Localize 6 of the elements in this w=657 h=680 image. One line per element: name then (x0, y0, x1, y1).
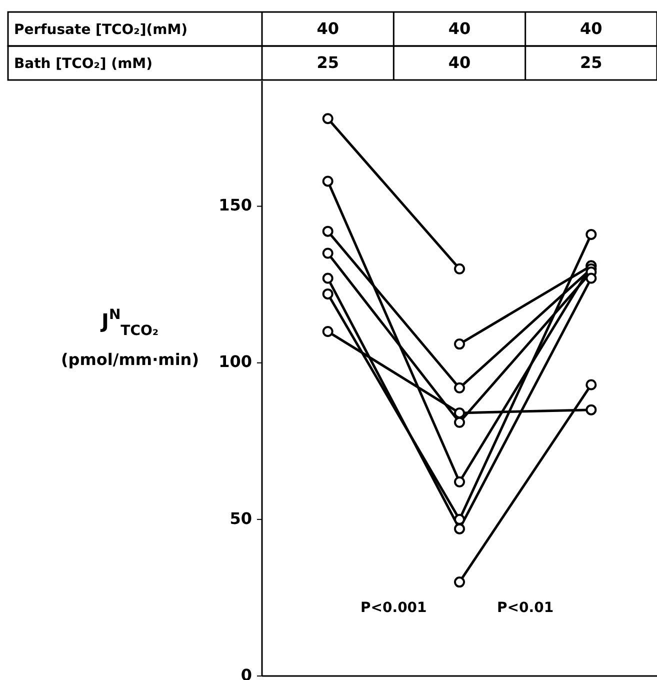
y-tick-label: 150 (218, 196, 252, 215)
annotation: P<0.001 (360, 600, 427, 616)
y-tick-label: 50 (230, 508, 252, 528)
annotation: P<0.01 (497, 600, 554, 616)
y-tick-label: 100 (218, 352, 252, 372)
condition-table: Perfusate [TCO₂](mM) 40 40 40 Bath [TCO₂] (mM) 25 40 25 (7, 11, 657, 81)
